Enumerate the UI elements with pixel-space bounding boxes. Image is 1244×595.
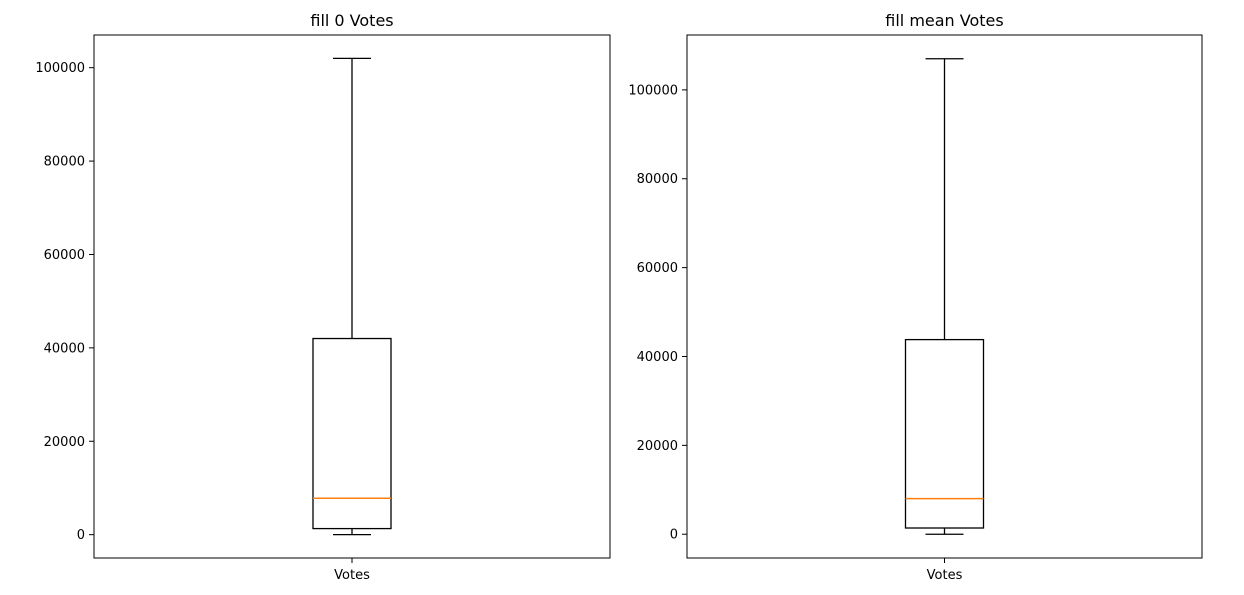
iqr-box xyxy=(904,338,985,529)
y-tick-label: 40000 xyxy=(637,350,678,365)
y-tick-label: 60000 xyxy=(44,248,85,263)
y-tick-label: 20000 xyxy=(637,439,678,454)
x-tick-label: Votes xyxy=(927,568,963,583)
y-tick-label: 20000 xyxy=(44,435,85,450)
y-tick-label: 60000 xyxy=(637,261,678,276)
y-tick-label: 100000 xyxy=(628,83,678,98)
y-tick-label: 80000 xyxy=(637,172,678,187)
chart-panel-2: fill mean Votes 0 20000 40000 60000 80000 1000… xyxy=(628,11,1203,583)
x-tick-label: Votes xyxy=(334,568,370,583)
chart-title: fill 0 Votes xyxy=(310,11,393,30)
chart-title: fill mean Votes xyxy=(885,11,1003,30)
y-tick-label: 80000 xyxy=(44,155,85,170)
chart-panel-1: fill 0 Votes 0 20000 40000 60000 80000 100000 V… xyxy=(35,11,611,583)
y-tick-label: 0 xyxy=(670,528,678,543)
iqr-box xyxy=(312,337,392,530)
y-tick-label: 100000 xyxy=(35,61,85,76)
y-tick-label: 40000 xyxy=(44,341,85,356)
y-tick-label: 0 xyxy=(77,528,85,543)
